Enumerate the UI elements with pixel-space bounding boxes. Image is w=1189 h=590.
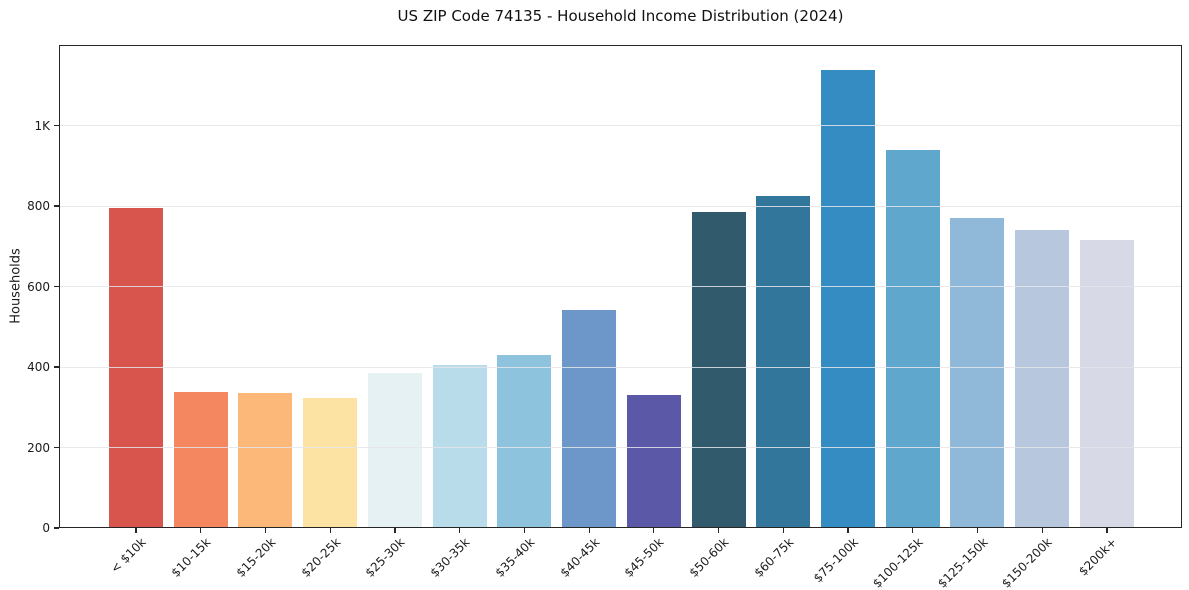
x-tick-label-text: $150-200k	[999, 535, 1056, 590]
gridline-800	[59, 205, 1182, 207]
bar-< $10k	[109, 208, 163, 528]
bar-$50-60k	[691, 211, 746, 528]
x-tick-label-text: $25-30k	[362, 535, 408, 580]
x-tick-label-text: $40-45k	[557, 535, 603, 580]
x-tick-mark	[976, 528, 979, 533]
bar-$40-45k	[562, 310, 617, 528]
y-tick-mark	[54, 527, 59, 529]
bar-$30-35k	[432, 364, 487, 528]
x-tick-mark	[135, 528, 137, 533]
y-tick-mark	[54, 366, 59, 368]
chart-title: US ZIP Code 74135 - Household Income Dis…	[397, 7, 844, 25]
x-tick-label-text: $50-60k	[686, 535, 732, 580]
x-tick-mark	[200, 528, 202, 533]
x-tick-label-text: < $10k	[108, 535, 149, 576]
gridline-400	[59, 366, 1182, 368]
x-tick-label-text: $60-75k	[751, 535, 797, 580]
x-tick-mark	[459, 528, 461, 533]
bar-$150-200k	[1015, 229, 1070, 528]
x-tick-label-text: $75-100k	[810, 535, 861, 586]
y-tick-label-400: 400	[27, 360, 50, 374]
x-tick-mark	[717, 528, 720, 533]
x-tick-label-text: $10-15k	[168, 535, 214, 580]
x-tick-label-text: $125-150k	[934, 535, 991, 590]
bar-$35-40k	[497, 355, 552, 528]
x-tick-mark	[782, 528, 784, 533]
bar-$20-25k	[303, 398, 358, 528]
x-tick-mark	[329, 528, 331, 533]
gridline-200	[59, 447, 1182, 448]
bar-$60-75k	[756, 195, 811, 528]
x-tick-label-text: $15-20k	[233, 535, 279, 580]
gridline-600	[59, 286, 1182, 287]
y-tick-mark	[54, 446, 59, 449]
x-tick-label-text: $30-35k	[427, 535, 473, 580]
x-tick-mark	[394, 528, 396, 533]
y-tick-mark	[54, 205, 59, 207]
bar-$10-15k	[173, 391, 228, 528]
bar-$45-50k	[626, 394, 681, 528]
x-tick-mark	[523, 528, 525, 533]
x-tick-mark	[588, 528, 590, 533]
x-tick-mark	[264, 528, 267, 533]
bar-$25-30k	[367, 373, 422, 528]
bar-$125-150k	[950, 218, 1005, 528]
x-tick-mark	[1106, 528, 1108, 533]
y-axis-label: Households	[8, 248, 24, 324]
bar-$75-100k	[821, 69, 876, 528]
bar-$15-20k	[238, 393, 293, 528]
x-tick-label-text: $45-50k	[621, 535, 667, 580]
y-tick-label-600: 600	[27, 279, 50, 294]
bar-$200k+	[1079, 239, 1134, 528]
bar-$100-125k	[885, 149, 940, 528]
x-tick-label-text: $100-125k	[869, 535, 926, 590]
x-tick-mark	[847, 528, 849, 533]
gridline-1K	[59, 125, 1182, 126]
y-tick-mark	[54, 285, 59, 288]
x-tick-mark	[653, 528, 655, 533]
y-tick-label-1K: 1K	[34, 118, 50, 133]
x-tick-mark	[912, 528, 914, 533]
y-tick-label-200: 200	[27, 440, 50, 455]
x-tick-label-text: $20-25k	[298, 535, 344, 580]
x-tick-mark	[1041, 528, 1043, 533]
y-tick-mark	[54, 124, 59, 127]
x-tick-label-text: $35-40k	[492, 535, 538, 580]
plot-area: 0 200 400 600 800 1K < $10k $10-15k $15-20k $20-2…	[27, 45, 1182, 590]
y-tick-label-800: 800	[27, 199, 50, 213]
y-tick-label-0: 0	[42, 521, 50, 535]
x-tick-label-text: $200k+	[1076, 535, 1120, 579]
